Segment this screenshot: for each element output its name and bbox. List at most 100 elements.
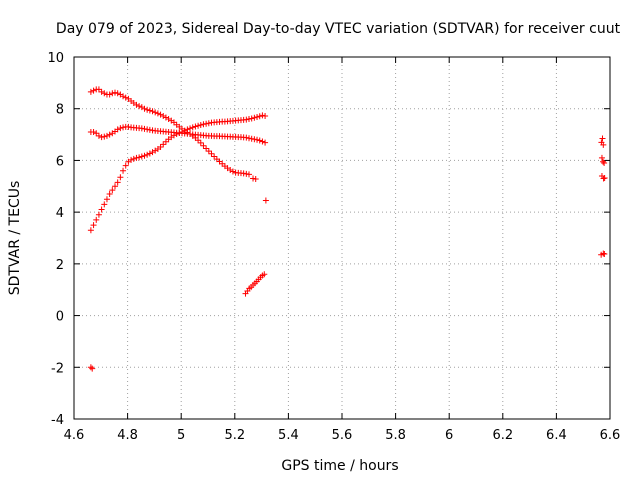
data-point-marker [160, 112, 167, 119]
data-point-marker [197, 122, 204, 129]
data-point-marker [262, 112, 269, 119]
data-point-marker [187, 125, 194, 132]
data-point-marker [87, 364, 94, 371]
series-short-arc [242, 197, 269, 297]
data-point-marker [170, 132, 177, 139]
data-point-marker [246, 171, 253, 178]
data-point-marker [103, 132, 110, 139]
data-point-marker [165, 116, 172, 123]
data-points [87, 86, 608, 372]
y-tick-label: -4 [51, 413, 64, 428]
data-point-marker [130, 155, 137, 162]
data-point-marker [89, 365, 96, 372]
data-point-marker [246, 135, 253, 142]
x-tick-label: 4.6 [64, 428, 85, 443]
data-point-marker [101, 90, 108, 97]
data-point-marker [211, 153, 218, 160]
data-point-marker [254, 113, 261, 120]
data-point-marker [146, 126, 153, 133]
data-point-marker [251, 136, 258, 143]
data-point-marker [601, 251, 608, 258]
data-point-marker [600, 141, 607, 148]
data-point-marker [138, 104, 145, 111]
data-point-marker [162, 114, 169, 121]
data-point-marker [262, 139, 269, 146]
data-point-marker [600, 158, 607, 165]
data-point-marker [122, 94, 129, 101]
data-point-marker [106, 191, 113, 198]
data-point-marker [200, 121, 207, 128]
y-tick-label: -2 [51, 361, 64, 376]
data-point-marker [261, 271, 268, 278]
data-point-marker [246, 116, 253, 123]
y-tick-label: 0 [56, 310, 64, 325]
data-point-marker [125, 123, 132, 130]
data-point-marker [144, 106, 151, 113]
data-point-marker [133, 154, 140, 161]
data-point-marker [601, 175, 608, 182]
data-point-marker [122, 162, 129, 169]
chart-title: Day 079 of 2023, Sidereal Day-to-day VTE… [56, 21, 621, 37]
y-tick-label: 6 [56, 154, 64, 169]
data-point-marker [146, 150, 153, 157]
data-point-marker [136, 103, 143, 110]
data-point-marker [248, 135, 255, 142]
data-point-marker [184, 126, 191, 133]
data-point-marker [146, 107, 153, 114]
data-point-marker [87, 88, 94, 95]
data-point-marker [138, 125, 145, 132]
data-point-marker [205, 120, 212, 127]
data-point-marker [114, 126, 121, 133]
data-point-marker [141, 125, 148, 132]
data-point-marker [106, 131, 113, 138]
data-point-marker [103, 196, 110, 203]
data-point-marker [189, 124, 196, 131]
data-point-marker [93, 216, 100, 223]
plot-frame [73, 56, 611, 420]
x-tick-label: 5.8 [385, 428, 406, 443]
series-isolated-low [87, 364, 96, 372]
data-point-marker [197, 139, 204, 146]
x-tick-label: 6 [445, 428, 453, 443]
x-tick-label: 4.8 [117, 428, 138, 443]
data-point-marker [138, 153, 145, 160]
data-point-marker [243, 134, 250, 141]
grid-layer [74, 57, 610, 419]
data-point-marker [243, 170, 250, 177]
data-point-marker [120, 167, 127, 174]
data-point-marker [90, 128, 97, 135]
data-point-marker [600, 250, 607, 257]
data-point-marker [109, 90, 116, 97]
data-point-marker [87, 227, 94, 234]
tick-layer: 4.6 4.8 5 5.2 5.4 5.6 5.8 6 6.2 6.4 6.6 -4 -2 0 2 4 6 8 10 [47, 51, 620, 443]
data-point-marker [157, 143, 164, 150]
data-point-marker [203, 120, 210, 127]
data-point-marker [251, 114, 258, 121]
series-late-cluster [598, 135, 608, 258]
data-point-marker [101, 133, 108, 140]
data-point-marker [179, 128, 186, 135]
data-point-marker [243, 116, 250, 123]
data-point-marker [195, 122, 202, 129]
data-point-marker [262, 197, 269, 204]
data-point-marker [256, 113, 263, 120]
data-point-marker [154, 110, 161, 117]
data-point-marker [149, 108, 156, 115]
data-point-marker [181, 127, 188, 134]
x-axis-label: GPS time / hours [281, 458, 398, 474]
series-arc-low-ascending [87, 112, 269, 234]
data-point-marker [114, 90, 121, 97]
y-tick-label: 4 [56, 206, 64, 221]
data-point-marker [106, 91, 113, 98]
y-axis-label: SDTVAR / TECUs [7, 181, 23, 296]
data-point-marker [144, 151, 151, 158]
data-point-marker [128, 156, 135, 163]
data-point-marker [98, 134, 105, 141]
data-point-marker [599, 135, 606, 142]
data-point-marker [162, 138, 169, 145]
data-point-marker [112, 89, 119, 96]
data-point-marker [250, 175, 257, 182]
data-point-marker [157, 111, 164, 118]
data-point-marker [203, 145, 210, 152]
